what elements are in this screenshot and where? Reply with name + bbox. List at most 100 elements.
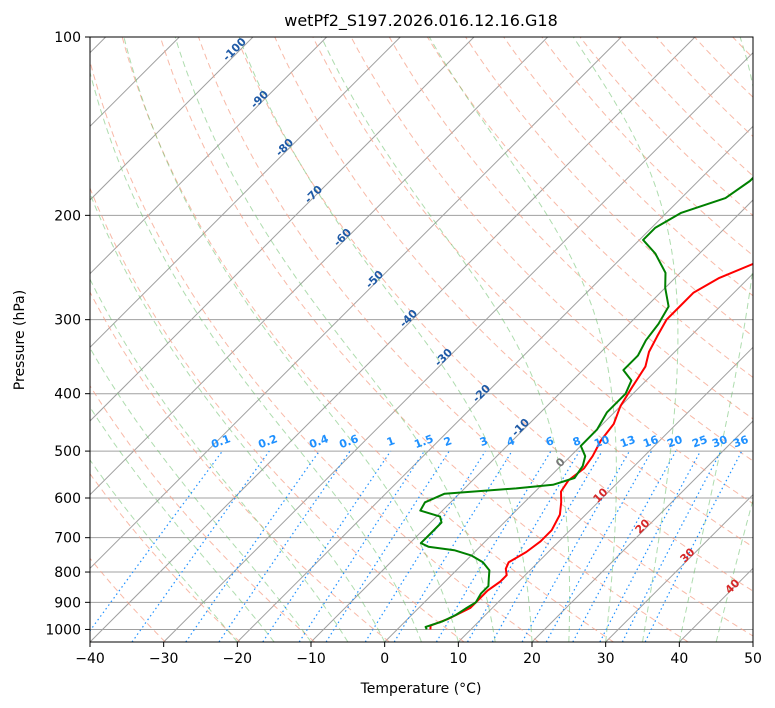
grid-layer — [90, 37, 753, 642]
mixing-ratio-label: 10 — [592, 433, 611, 451]
moist-adiabat-line — [174, 37, 496, 642]
x-tick-label: −20 — [223, 651, 253, 667]
moist-adiabat-line — [678, 37, 753, 642]
isotherm-line — [90, 37, 401, 349]
mixing-ratio-label: 0.4 — [307, 432, 330, 451]
moist-adiabat-line — [320, 37, 571, 642]
mixing-ratio-line — [185, 450, 320, 642]
dry-adiabat-line — [159, 37, 689, 642]
moist-adiabat-line — [90, 459, 238, 642]
temperature-profile-line — [429, 262, 753, 630]
dry-adiabat-line — [426, 37, 753, 379]
y-axis-label: Pressure (hPa) — [12, 290, 28, 390]
dry-adiabat-line — [350, 37, 753, 462]
moist-adiabat-line — [90, 278, 349, 642]
mixing-ratio-label: 25 — [690, 433, 709, 450]
isotherm-line — [90, 37, 549, 496]
moist-adiabat-line — [90, 70, 422, 642]
moist-adiabat-line — [90, 406, 275, 642]
isotherm-line — [163, 51, 753, 642]
isotherm-line — [457, 346, 753, 642]
mixing-ratio-line — [572, 450, 677, 642]
x-tick-label: −30 — [149, 651, 179, 667]
x-axis-label: Temperature (°C) — [360, 681, 482, 697]
moist-adiabat-line — [90, 347, 312, 642]
plot-frame — [89, 36, 754, 643]
isotherm-line — [90, 37, 622, 570]
mixing-ratio-line — [599, 450, 702, 642]
y-tick-label: 400 — [54, 387, 81, 403]
dry-adiabat-line — [90, 384, 316, 642]
moist-adiabat-line — [123, 37, 459, 642]
y-tick-label: 100 — [54, 30, 81, 46]
mixing-ratio-label: 4 — [505, 434, 517, 449]
mixing-ratio-label: 0.2 — [256, 432, 279, 451]
isotherm-line — [90, 37, 328, 275]
y-tick-label: 900 — [54, 595, 81, 611]
mixing-ratio-label: 20 — [665, 433, 684, 451]
moist-adiabat-line — [715, 497, 753, 642]
x-tick-label: 0 — [380, 651, 389, 667]
mixing-ratio-label: 1 — [385, 434, 397, 449]
dry-adiabat-line — [198, 37, 753, 637]
dry-adiabat-line — [90, 186, 465, 642]
mixing-ratio-line — [393, 450, 513, 642]
moist-adiabat-line — [90, 192, 386, 642]
mixing-ratio-label: 30 — [710, 433, 729, 451]
x-tick-label: −10 — [296, 651, 326, 667]
mixing-ratio-label: 36 — [731, 433, 750, 451]
mixing-ratio-label: 6 — [544, 434, 556, 449]
mixing-ratio-label: 0.1 — [209, 432, 232, 451]
y-tick-label: 800 — [54, 565, 81, 581]
mixing-ratio-line — [325, 450, 450, 642]
isotherm-line — [90, 37, 254, 201]
isotherm-line — [310, 199, 753, 642]
x-tick-label: 10 — [449, 651, 467, 667]
dry-adiabat-line — [503, 37, 753, 297]
isotherm-line — [605, 493, 753, 642]
mixing-ratio-label: 16 — [641, 433, 660, 451]
x-tick-label: 40 — [670, 651, 688, 667]
dry-adiabat-line — [312, 37, 753, 505]
moist-adiabat-line — [238, 37, 533, 642]
dry-adiabat-line — [121, 37, 614, 642]
mixing-ratio-line — [298, 450, 425, 642]
mixing-ratio-label: 13 — [618, 433, 637, 450]
x-tick-label: −40 — [75, 651, 105, 667]
dry-adiabat-line — [465, 37, 753, 338]
y-tick-label: 500 — [54, 444, 81, 460]
y-tick-label: 300 — [54, 313, 81, 329]
mixing-ratio-label: 8 — [571, 434, 583, 449]
dry-adiabat-line — [90, 59, 540, 642]
y-tick-label: 600 — [54, 491, 81, 507]
y-tick-label: 700 — [54, 531, 81, 547]
y-tick-label: 1000 — [45, 622, 81, 638]
dry-adiabat-line — [236, 37, 753, 592]
mixing-ratio-label: 1.5 — [412, 432, 435, 451]
isotherm-line — [236, 125, 753, 642]
dewpoint-profile-line — [419, 176, 753, 630]
x-tick-label: 20 — [523, 651, 541, 667]
dry-adiabat-line — [274, 37, 753, 548]
chart-title: wetPf2_S197.2026.016.12.16.G18 — [284, 11, 558, 31]
mixing-ratio-line — [262, 450, 392, 642]
isotherm-line — [90, 37, 475, 422]
x-tick-label: 30 — [597, 651, 615, 667]
y-tick-label: 200 — [54, 208, 81, 224]
moist-adiabat-line — [572, 37, 679, 642]
dry-adiabat-line — [90, 291, 390, 642]
dry-adiabat-line — [90, 472, 241, 642]
mixing-ratio-line — [218, 450, 351, 642]
moist-adiabat-line — [428, 37, 617, 642]
mixing-ratio-label: 3 — [478, 434, 490, 449]
x-tick-label: 50 — [744, 651, 762, 667]
axis-layer: −40 −30 −20 −10 0 10 20 30 40 5010020030040050060… — [45, 30, 762, 667]
series-layer — [419, 176, 753, 630]
mixing-ratio-label: 2 — [442, 434, 454, 449]
isotherm-line — [384, 272, 753, 642]
isotherm-line — [531, 420, 753, 642]
dry-adiabat-line — [388, 37, 753, 420]
